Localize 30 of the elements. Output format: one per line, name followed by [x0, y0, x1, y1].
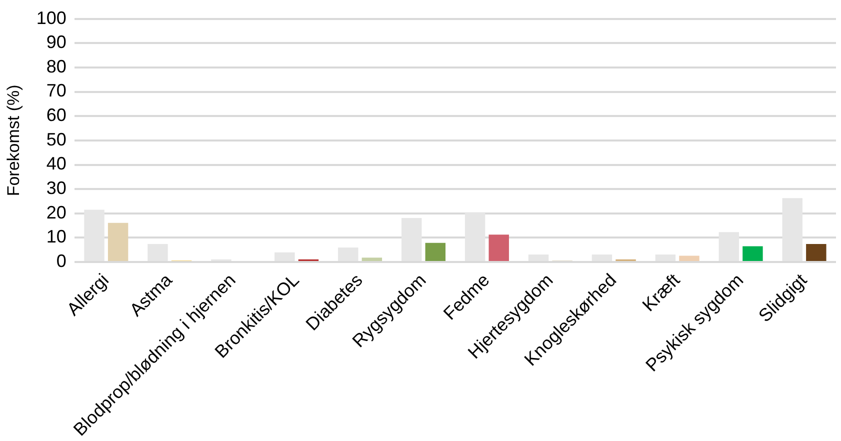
bar — [148, 244, 168, 262]
bar — [782, 198, 802, 262]
bar — [425, 242, 446, 262]
y-tick-label: 30 — [46, 178, 66, 198]
bar — [679, 256, 700, 262]
y-tick-label: 70 — [46, 80, 66, 101]
bar — [401, 218, 422, 262]
y-tick-label: 10 — [46, 226, 66, 247]
y-tick-label: 100 — [36, 8, 66, 28]
y-axis-title: Forekomst (%) — [4, 84, 23, 196]
y-tick-label: 40 — [46, 154, 66, 174]
y-tick-label: 20 — [46, 202, 66, 222]
y-tick-label: 50 — [46, 129, 66, 150]
bar — [464, 212, 486, 262]
bar — [806, 244, 826, 262]
bar — [338, 247, 358, 262]
y-tick-label: 90 — [46, 32, 66, 52]
bar — [655, 254, 676, 262]
bar — [362, 258, 382, 262]
y-tick-label: 80 — [46, 56, 66, 76]
bar — [488, 234, 509, 262]
bar — [274, 252, 295, 262]
bar — [718, 232, 740, 262]
bar — [592, 254, 612, 262]
bar — [84, 210, 104, 262]
bar — [742, 246, 763, 262]
bar — [528, 254, 549, 262]
bar — [108, 222, 128, 262]
y-tick-label: 60 — [46, 105, 66, 126]
y-tick-label: 0 — [56, 251, 66, 272]
